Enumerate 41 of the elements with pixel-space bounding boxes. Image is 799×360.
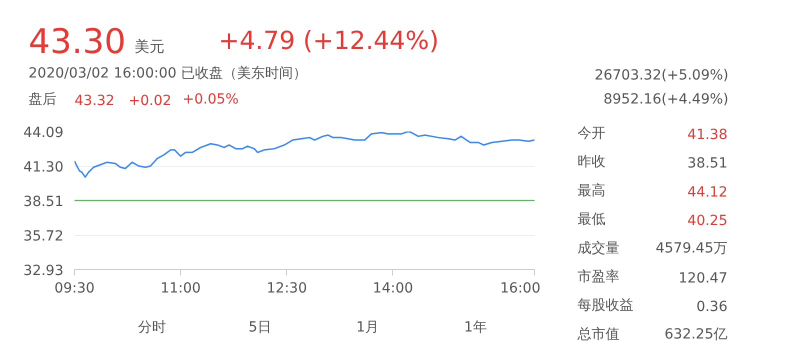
text: 43.30 bbox=[28, 22, 126, 62]
x-tick-label: 16:00 bbox=[500, 280, 541, 296]
y-tick-label: 32.93 bbox=[23, 263, 64, 279]
text: 43.32 bbox=[74, 93, 115, 109]
x-tick-label: 12:30 bbox=[266, 280, 307, 296]
text: 41.38 bbox=[687, 127, 728, 143]
x-tick-label: 09:30 bbox=[54, 280, 95, 296]
text: 最低 bbox=[578, 212, 606, 228]
text: 8952.16(+4.49%) bbox=[603, 92, 729, 108]
text: 120.47 bbox=[678, 270, 728, 286]
text: 美元 bbox=[134, 38, 164, 56]
text: +0.05% bbox=[182, 92, 239, 108]
text: 今开 bbox=[578, 126, 606, 142]
text: 26703.32(+5.09%) bbox=[594, 68, 729, 84]
text: 分时 bbox=[138, 320, 166, 336]
text: 4579.45万 bbox=[656, 240, 728, 256]
text: 昨收 bbox=[578, 154, 606, 170]
text: 每股收益 bbox=[578, 298, 634, 314]
text: 632.25亿 bbox=[664, 326, 728, 342]
text: 0.36 bbox=[696, 299, 728, 316]
text: 40.25 bbox=[687, 213, 728, 230]
text: 最高 bbox=[578, 182, 606, 199]
text: 盘后 bbox=[28, 92, 56, 108]
y-tick-label: 38.51 bbox=[23, 194, 64, 210]
text: 38.51 bbox=[687, 156, 728, 172]
text: 总市值 bbox=[576, 326, 620, 342]
y-tick-label: 41.30 bbox=[23, 160, 64, 176]
text: 1月 bbox=[356, 320, 380, 336]
text: 5日 bbox=[248, 320, 272, 336]
x-tick-label: 11:00 bbox=[160, 280, 201, 296]
text: 2020/03/02 16:00:00 已收盘（美东时间） bbox=[28, 66, 307, 82]
y-tick-label: 35.72 bbox=[23, 228, 64, 244]
text: 市盈率 bbox=[578, 269, 620, 285]
text: +4.79 (+12.44%) bbox=[218, 26, 439, 55]
x-tick-label: 14:00 bbox=[372, 280, 414, 296]
text: 44.12 bbox=[687, 184, 728, 200]
text: +0.02 bbox=[128, 93, 172, 109]
y-tick-label: 44.09 bbox=[23, 125, 64, 141]
text: 1年 bbox=[464, 320, 487, 336]
text: 成交量 bbox=[578, 240, 620, 256]
line-series bbox=[74, 132, 534, 178]
